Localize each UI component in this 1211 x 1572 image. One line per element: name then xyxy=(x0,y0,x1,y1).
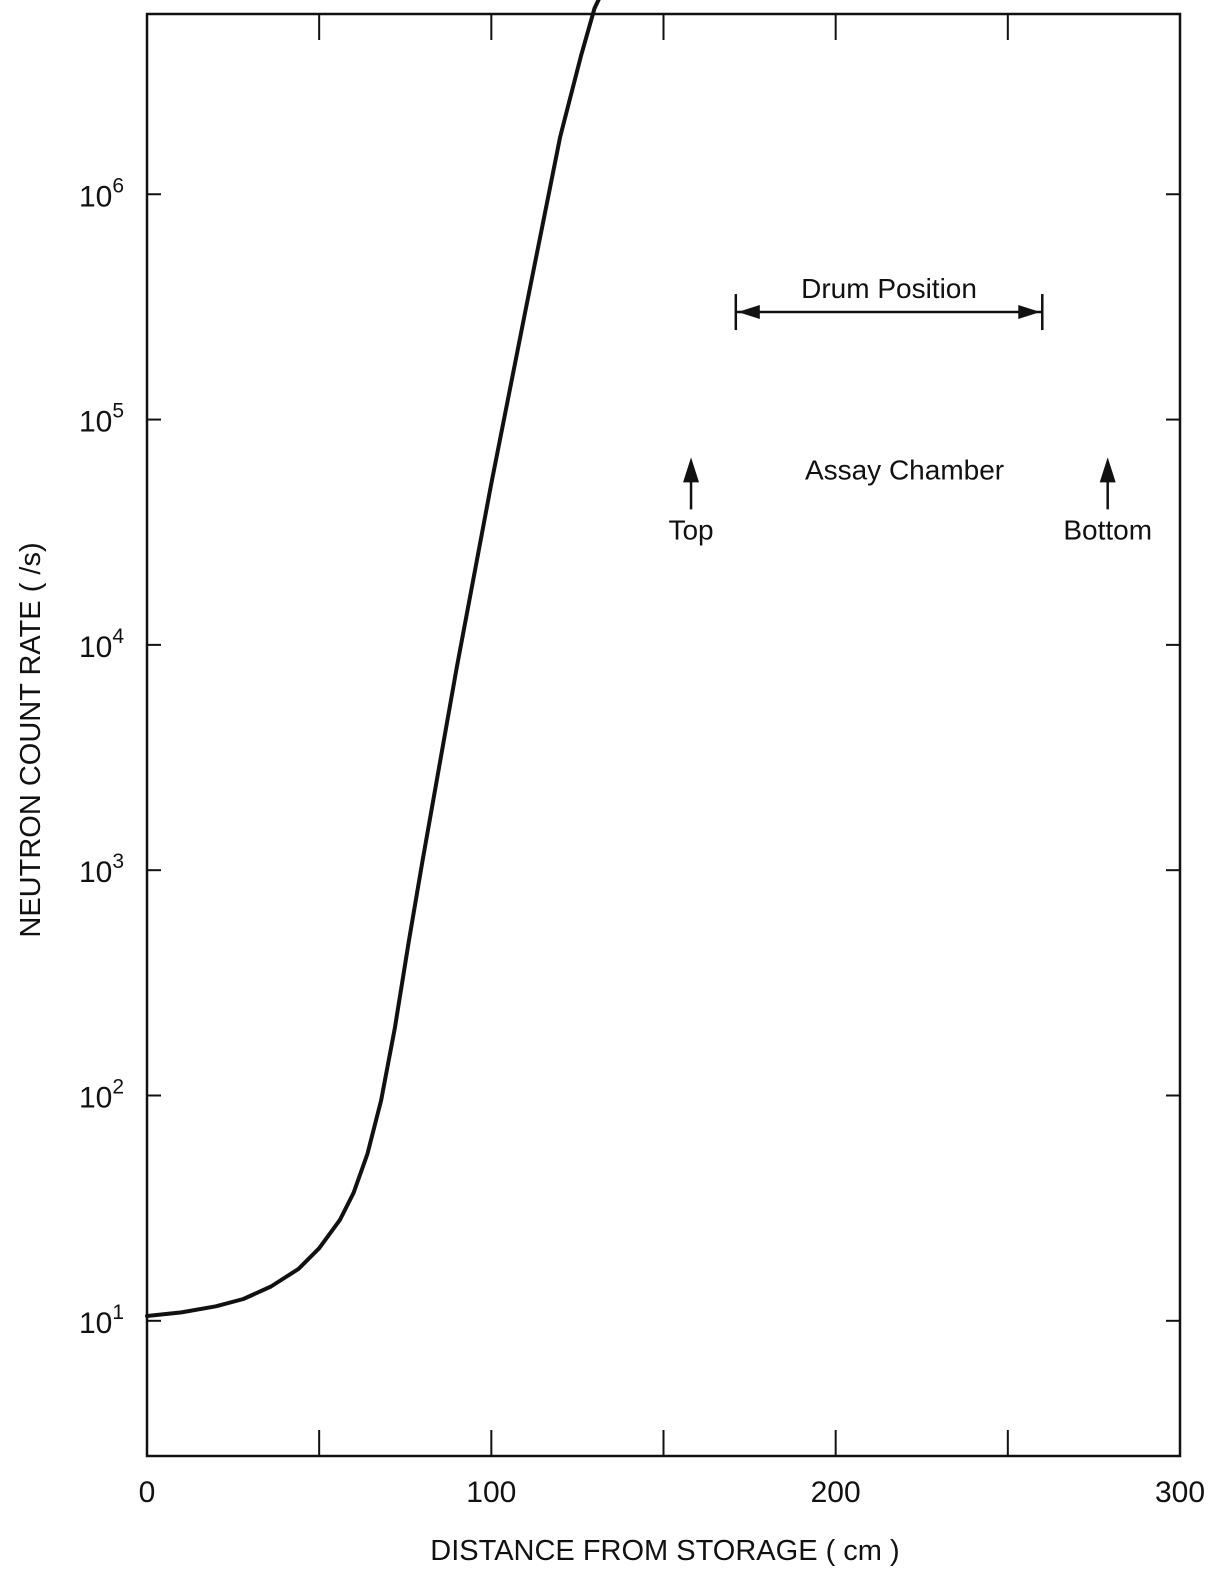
y-tick-label: 102 xyxy=(79,1076,124,1115)
y-tick-label: 104 xyxy=(79,625,124,664)
y-axis-tick-labels: 101 102 103 104 105 106 xyxy=(79,174,124,1340)
y-tick-label: 103 xyxy=(79,850,124,889)
top-arrowhead xyxy=(683,457,700,483)
bottom-marker: Bottom xyxy=(1063,457,1152,545)
drum-position-right-arrowhead xyxy=(1018,305,1041,320)
top-marker: Top xyxy=(668,457,714,545)
x-axis-tick-labels: 0 100 200 300 xyxy=(139,1476,1205,1509)
bottom-arrowhead xyxy=(1099,457,1116,483)
x-tick-label: 200 xyxy=(811,1476,861,1509)
assay-chamber-label: Assay Chamber xyxy=(805,455,1004,486)
y-tick-label: 105 xyxy=(79,400,124,439)
x-axis-ticks xyxy=(146,14,1181,1456)
y-axis-title: NEUTRON COUNT RATE ( /s) xyxy=(15,542,47,937)
y-tick-label: 101 xyxy=(79,1301,124,1340)
x-tick-label: 300 xyxy=(1155,1476,1205,1509)
count-rate-curve xyxy=(145,0,601,1318)
y-axis-ticks xyxy=(147,193,1180,1322)
bottom-label: Bottom xyxy=(1063,514,1152,545)
x-tick-label: 100 xyxy=(466,1476,516,1509)
drum-position-label: Drum Position xyxy=(801,273,977,304)
plot-frame xyxy=(145,12,1182,1458)
drum-position-annotation: Drum Position xyxy=(734,273,1044,331)
x-axis-title: DISTANCE FROM STORAGE ( cm ) xyxy=(430,1535,899,1567)
y-tick-label: 106 xyxy=(79,174,124,213)
drum-position-left-arrowhead xyxy=(737,305,760,320)
x-tick-label: 0 xyxy=(139,1476,156,1509)
top-label: Top xyxy=(668,514,713,545)
